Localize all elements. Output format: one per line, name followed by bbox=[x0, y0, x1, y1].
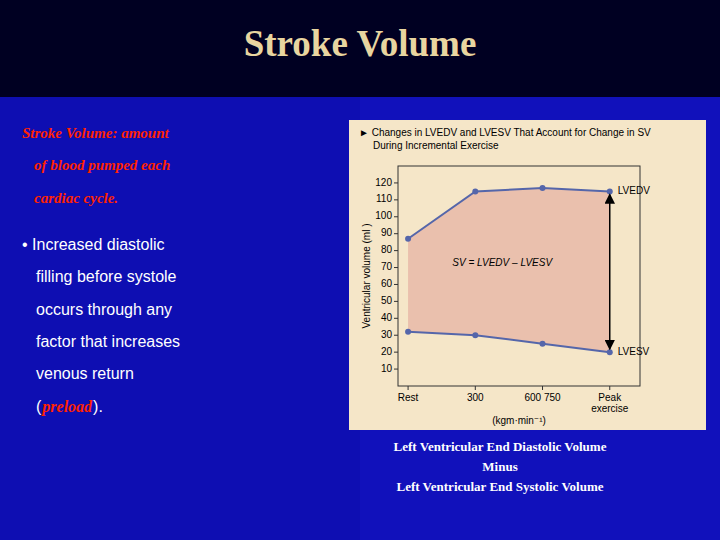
series-point bbox=[405, 236, 411, 242]
title: Stroke Volume bbox=[244, 23, 477, 64]
chart-panel bbox=[349, 120, 706, 430]
bullet-text: filling before systole bbox=[36, 268, 177, 285]
y-tick-label: 100 bbox=[375, 210, 392, 221]
bullet-text: ). bbox=[93, 398, 103, 415]
y-tick bbox=[394, 335, 398, 336]
y-tick bbox=[394, 301, 398, 302]
series-line bbox=[408, 188, 610, 239]
series-point bbox=[607, 349, 613, 355]
series-label: LVEDV bbox=[618, 185, 650, 196]
plot-frame bbox=[398, 166, 640, 386]
y-tick-label: 10 bbox=[381, 363, 393, 374]
sv-arrow bbox=[609, 194, 611, 349]
y-tick bbox=[394, 352, 398, 353]
bottom-text: Minus bbox=[482, 459, 517, 474]
y-tick-label: 20 bbox=[381, 346, 393, 357]
series-label: LVESV bbox=[618, 346, 650, 357]
y-tick bbox=[394, 267, 398, 268]
series-line bbox=[408, 332, 610, 352]
y-tick-label: 30 bbox=[381, 329, 393, 340]
sv-annotation: SV = LVEDV – LVESV bbox=[452, 257, 553, 268]
chart-title: ► Changes in LVEDV and LVESV That Accoun… bbox=[359, 127, 651, 138]
y-tick-label: 70 bbox=[381, 261, 393, 272]
y-tick bbox=[394, 318, 398, 319]
y-tick bbox=[394, 250, 398, 251]
x-tick-label: Rest bbox=[398, 392, 419, 403]
x-tick bbox=[475, 386, 476, 390]
x-tick-label-line: Peak bbox=[598, 392, 622, 403]
bottom-text: Left Ventricular End Systolic Volume bbox=[396, 479, 603, 494]
background bbox=[0, 0, 720, 540]
y-tick bbox=[394, 284, 398, 285]
y-tick-label: 40 bbox=[381, 312, 393, 323]
series-point bbox=[607, 188, 613, 194]
term-text: preload bbox=[40, 398, 93, 416]
bullet-text: occurs through any bbox=[36, 301, 172, 318]
y-tick-label: 80 bbox=[381, 244, 393, 255]
bullet-text: ( bbox=[36, 398, 42, 415]
y-tick-label: 60 bbox=[381, 278, 393, 289]
series-point bbox=[540, 185, 546, 191]
slide: Stroke Volume Stroke Volume: amount of blo… bbox=[0, 0, 720, 540]
x-tick-label-line: Rest bbox=[398, 392, 419, 403]
series-point bbox=[540, 341, 546, 347]
y-tick bbox=[394, 199, 398, 200]
definition-text: of blood pumped each bbox=[34, 157, 170, 173]
x-tick-label-line: 300 bbox=[467, 392, 484, 403]
y-tick bbox=[394, 369, 398, 370]
series-point bbox=[472, 188, 478, 194]
x-axis-label: (kgm·min⁻¹) bbox=[492, 415, 546, 426]
y-tick-label: 50 bbox=[381, 295, 393, 306]
x-tick bbox=[408, 386, 409, 390]
x-tick-label-line: 600 750 bbox=[524, 392, 561, 403]
y-axis-label: Ventricular volume (ml ) bbox=[361, 223, 372, 328]
series-point bbox=[472, 332, 478, 338]
bullet-text: factor that increases bbox=[36, 333, 180, 350]
bullet-text: • Increased diastolic bbox=[22, 236, 165, 253]
series-point bbox=[405, 329, 411, 335]
title-band bbox=[0, 0, 720, 97]
y-tick bbox=[394, 216, 398, 217]
y-tick bbox=[394, 182, 398, 183]
chart-title: During Incremental Exercise bbox=[373, 140, 499, 151]
definition-text: Stroke Volume: amount bbox=[22, 125, 170, 141]
bullet-text: venous return bbox=[36, 365, 134, 382]
x-tick bbox=[542, 386, 543, 390]
x-tick-label: 600 750 bbox=[524, 392, 561, 403]
y-tick-label: 90 bbox=[381, 227, 393, 238]
bottom-text: Left Ventricular End Diastolic Volume bbox=[394, 439, 607, 454]
y-tick-label: 110 bbox=[376, 193, 392, 204]
y-tick-label: 120 bbox=[375, 177, 392, 188]
sv-area bbox=[408, 188, 610, 352]
plot-area bbox=[405, 185, 613, 355]
x-tick-label-line: exercise bbox=[591, 403, 629, 414]
x-tick bbox=[609, 386, 610, 390]
y-tick bbox=[394, 233, 398, 234]
x-tick-label: 300 bbox=[467, 392, 484, 403]
definition-text: cardiac cycle. bbox=[34, 190, 118, 206]
x-tick-label: Peakexercise bbox=[591, 392, 629, 414]
